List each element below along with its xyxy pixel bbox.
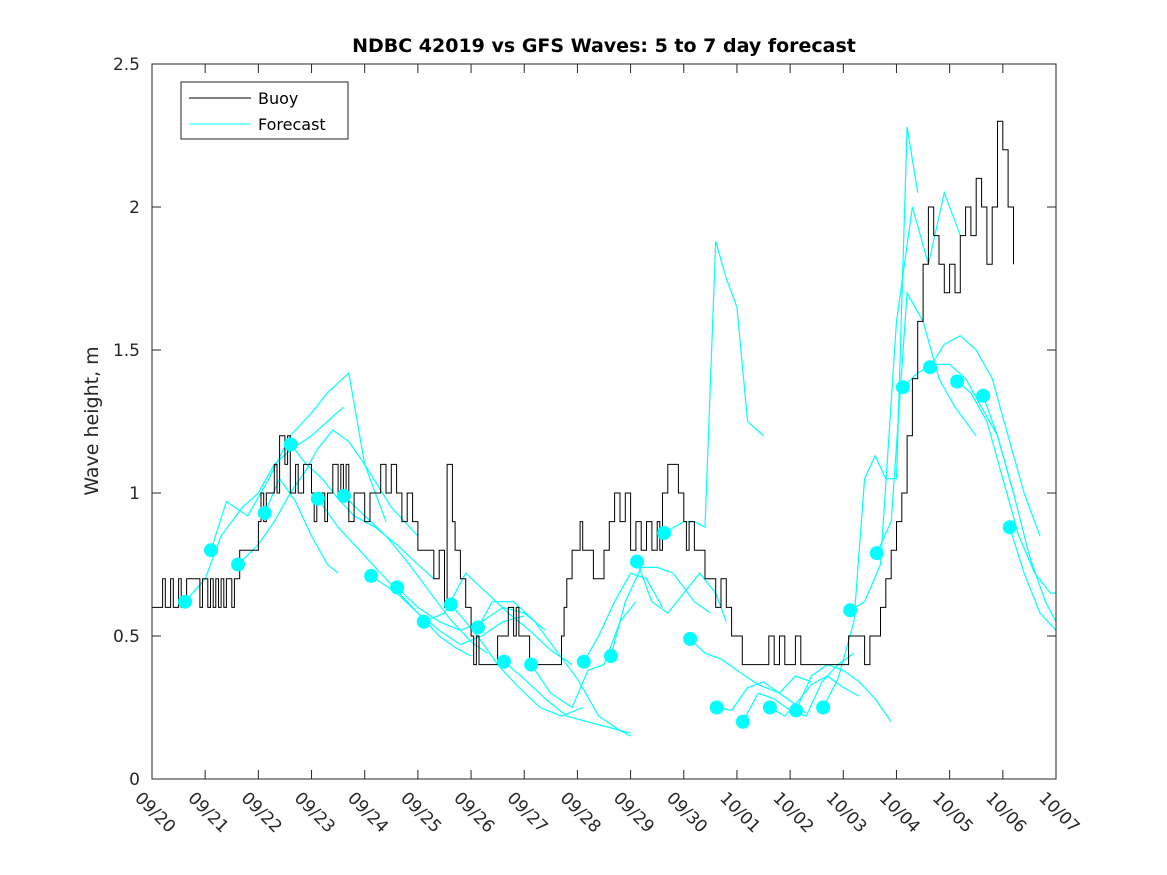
forecast-marker (657, 526, 672, 540)
y-tick-label: 0.5 (113, 627, 140, 647)
x-tick-label: 09/21 (184, 788, 233, 837)
forecast-run-line (370, 575, 525, 646)
x-tick-label: 09/22 (237, 788, 286, 837)
legend-box (180, 81, 349, 140)
legend-label-forecast: Forecast (258, 115, 326, 134)
axes-box (151, 63, 1057, 780)
forecast-marker (923, 360, 937, 375)
forecast-marker (630, 554, 644, 569)
forecast-run-line (956, 381, 1056, 594)
x-tick-label: 10/01 (715, 788, 764, 837)
forecast-marker (497, 654, 511, 669)
forecast-marker (789, 703, 803, 718)
forecast-marker (443, 597, 458, 612)
x-tick-label: 10/06 (981, 788, 1030, 837)
forecast-marker (283, 437, 298, 452)
x-tick-label: 09/24 (343, 788, 392, 837)
forecast-marker (310, 491, 325, 506)
forecast-run-line (610, 566, 711, 657)
x-tick-label: 09/25 (396, 788, 445, 837)
x-tick-label: 10/02 (769, 788, 818, 837)
forecast-marker (524, 657, 539, 672)
y-tick-label: 2.5 (113, 55, 140, 75)
x-tick-label: 09/28 (556, 788, 605, 837)
legend: Buoy Forecast (180, 81, 349, 140)
forecast-run-line (1009, 527, 1056, 631)
forecast-marker (390, 580, 405, 595)
forecast-marker (709, 700, 724, 715)
forecast-run-line (503, 661, 631, 734)
y-tick-label: 2 (129, 198, 140, 218)
forecast-run-line (184, 406, 344, 603)
forecast-marker (976, 388, 991, 403)
forecast-marker (471, 620, 485, 635)
forecast-marker (869, 546, 884, 561)
forecast-marker (416, 614, 431, 629)
forecast-run-line (929, 334, 1041, 537)
forecast-run-line (343, 495, 488, 654)
x-tick-label: 09/30 (662, 788, 711, 837)
forecast-marker (231, 557, 246, 572)
forecast-run-line (210, 371, 387, 551)
forecast-run-line (902, 363, 1015, 494)
forecast-run-line (317, 498, 472, 657)
forecast-marker (762, 700, 777, 715)
forecast-run-line (769, 675, 860, 717)
x-tick-label: 09/20 (130, 788, 179, 837)
forecast-marker (364, 568, 379, 583)
forecast-run-line (689, 638, 812, 694)
chart-title: NDBC 42019 vs GFS Waves: 5 to 7 day fore… (352, 35, 856, 57)
forecast-run-line (477, 601, 631, 737)
forecast-marker (816, 700, 831, 715)
forecast-marker (204, 543, 218, 558)
y-tick-label: 1 (129, 484, 140, 504)
x-tick-label: 09/29 (609, 788, 658, 837)
forecast-marker (683, 631, 698, 646)
forecast-run-line (450, 604, 583, 717)
x-tick-label: 10/04 (875, 788, 924, 837)
forecast-marker (950, 374, 965, 389)
forecast-marker (843, 603, 858, 618)
x-tick-label: 10/05 (928, 788, 977, 837)
forecast-run-line (663, 241, 764, 534)
forecast-run-line (583, 572, 664, 663)
y-tick-label: 1.5 (113, 341, 140, 361)
forecast-marker (257, 506, 272, 520)
x-tick-label: 10/03 (822, 788, 871, 837)
forecast-marker (337, 488, 351, 503)
legend-label-buoy: Buoy (258, 89, 298, 108)
forecast-marker (1002, 520, 1017, 535)
x-tick-label: 09/27 (503, 788, 552, 837)
forecast-run-line (237, 429, 419, 565)
forecast-marker (576, 654, 591, 669)
series-layer (152, 120, 1056, 737)
forecast-run-line (849, 190, 961, 611)
forecast-marker (735, 714, 750, 729)
x-tick-label: 10/07 (1034, 788, 1083, 837)
forecast-marker (603, 649, 618, 663)
forecast-run-line (822, 126, 919, 708)
forecast-marker (895, 380, 910, 395)
x-tick-label: 09/23 (290, 788, 339, 837)
forecast-run-line (795, 663, 892, 723)
forecast-run-line (982, 395, 1056, 622)
forecast-marker (178, 594, 192, 609)
y-axis-label: Wave height, m (81, 346, 103, 495)
x-tick-label: 09/26 (450, 788, 499, 837)
y-tick-label: 0 (129, 770, 140, 790)
plot-area (152, 64, 1056, 779)
